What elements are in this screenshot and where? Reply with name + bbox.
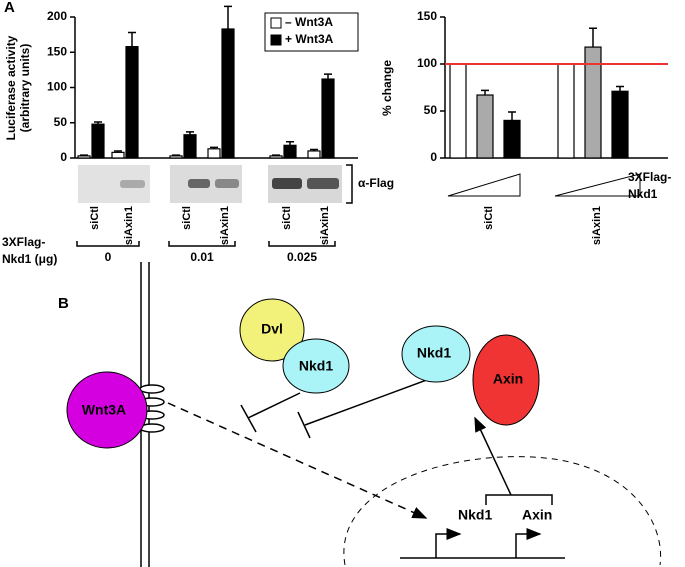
- node: [282, 338, 350, 394]
- x-tick-label: siAxin1: [319, 206, 331, 245]
- dose-wedge: [447, 173, 521, 197]
- bar: [584, 46, 602, 159]
- bar: [503, 119, 521, 159]
- error-bar: [508, 111, 516, 121]
- error-bar: [224, 5, 232, 29]
- legend-swatch: [270, 17, 282, 29]
- legend-label: – Wnt3A: [285, 15, 333, 29]
- node: [401, 325, 471, 383]
- dose-title: Nkd1 (μg): [2, 252, 57, 266]
- bar: [183, 134, 197, 159]
- bar: [269, 155, 283, 159]
- dose-label: 0.025: [287, 250, 317, 264]
- node-label: Nkd1: [417, 345, 451, 361]
- dose-label: 0.01: [190, 250, 214, 264]
- node: [66, 371, 148, 449]
- y-axis-label: Luciferase activity: [4, 35, 18, 140]
- panel-label: B: [58, 295, 69, 312]
- blot-label: α-Flag: [358, 176, 394, 190]
- dose-wedge: [554, 173, 641, 197]
- y-axis-label: (arbitrary units): [18, 44, 32, 133]
- error-bar: [481, 89, 489, 96]
- x-tick-label: siCtl: [89, 206, 101, 230]
- bar: [77, 155, 91, 159]
- panel-label: A: [4, 0, 15, 16]
- gene-locus: [400, 416, 565, 559]
- error-bar: [616, 85, 624, 92]
- node: [472, 334, 540, 426]
- dose-title: 3XFlag-: [2, 235, 45, 249]
- x-tick-label: siAxin1: [219, 206, 231, 245]
- error-bar: [324, 73, 332, 80]
- y-tick-label: 100: [47, 80, 67, 94]
- western-blot: [78, 164, 353, 204]
- x-tick-label: siCtl: [483, 206, 495, 230]
- bar: [321, 78, 335, 159]
- inhibition: [240, 377, 433, 439]
- dose-title: Nkd1: [628, 187, 658, 201]
- bar: [611, 90, 629, 159]
- signal-arrow: [167, 402, 428, 519]
- dose-bracket: [168, 241, 236, 247]
- y-tick-label: 50: [54, 115, 68, 129]
- node-label: Dvl: [261, 321, 283, 337]
- x-tick-label: siCtl: [181, 206, 193, 230]
- legend-swatch: [270, 34, 282, 46]
- x-tick-label: siCtl: [281, 206, 293, 230]
- y-tick-label: 0: [60, 150, 67, 164]
- x-tick-label: siAxin1: [591, 206, 603, 245]
- nucleus: [343, 456, 662, 566]
- y-axis-label: % change: [380, 60, 394, 116]
- legend-label: + Wnt3A: [285, 32, 334, 46]
- bar: [111, 151, 125, 159]
- bar: [207, 148, 221, 159]
- bar: [125, 46, 139, 159]
- bar: [221, 28, 235, 159]
- x-tick-label: siAxin1: [123, 206, 135, 245]
- error-bar: [128, 31, 136, 47]
- bar: [557, 63, 575, 159]
- bar: [283, 144, 297, 159]
- y-tick-label: 150: [417, 9, 437, 23]
- y-tick-label: 0: [430, 150, 437, 164]
- node-label: Wnt3A: [82, 402, 126, 418]
- bar: [169, 155, 183, 159]
- bar: [476, 94, 494, 159]
- y-tick-label: 150: [47, 44, 67, 58]
- y-tick-label: 50: [424, 103, 438, 117]
- gene-label: Nkd1: [458, 507, 492, 523]
- y-tick-label: 100: [417, 56, 437, 70]
- node: [239, 298, 305, 362]
- y-tick-label: 200: [47, 9, 67, 23]
- error-bar: [589, 27, 597, 48]
- node-label: Axin: [493, 371, 523, 387]
- bar: [307, 150, 321, 159]
- node-label: Nkd1: [299, 358, 333, 374]
- dose-title: 3XFlag-: [628, 170, 671, 184]
- bar: [91, 123, 105, 159]
- bar: [449, 63, 467, 159]
- dose-bracket: [268, 241, 336, 247]
- gene-label: Axin: [522, 507, 552, 523]
- dose-label: 0: [105, 250, 112, 264]
- dose-bracket: [76, 241, 140, 247]
